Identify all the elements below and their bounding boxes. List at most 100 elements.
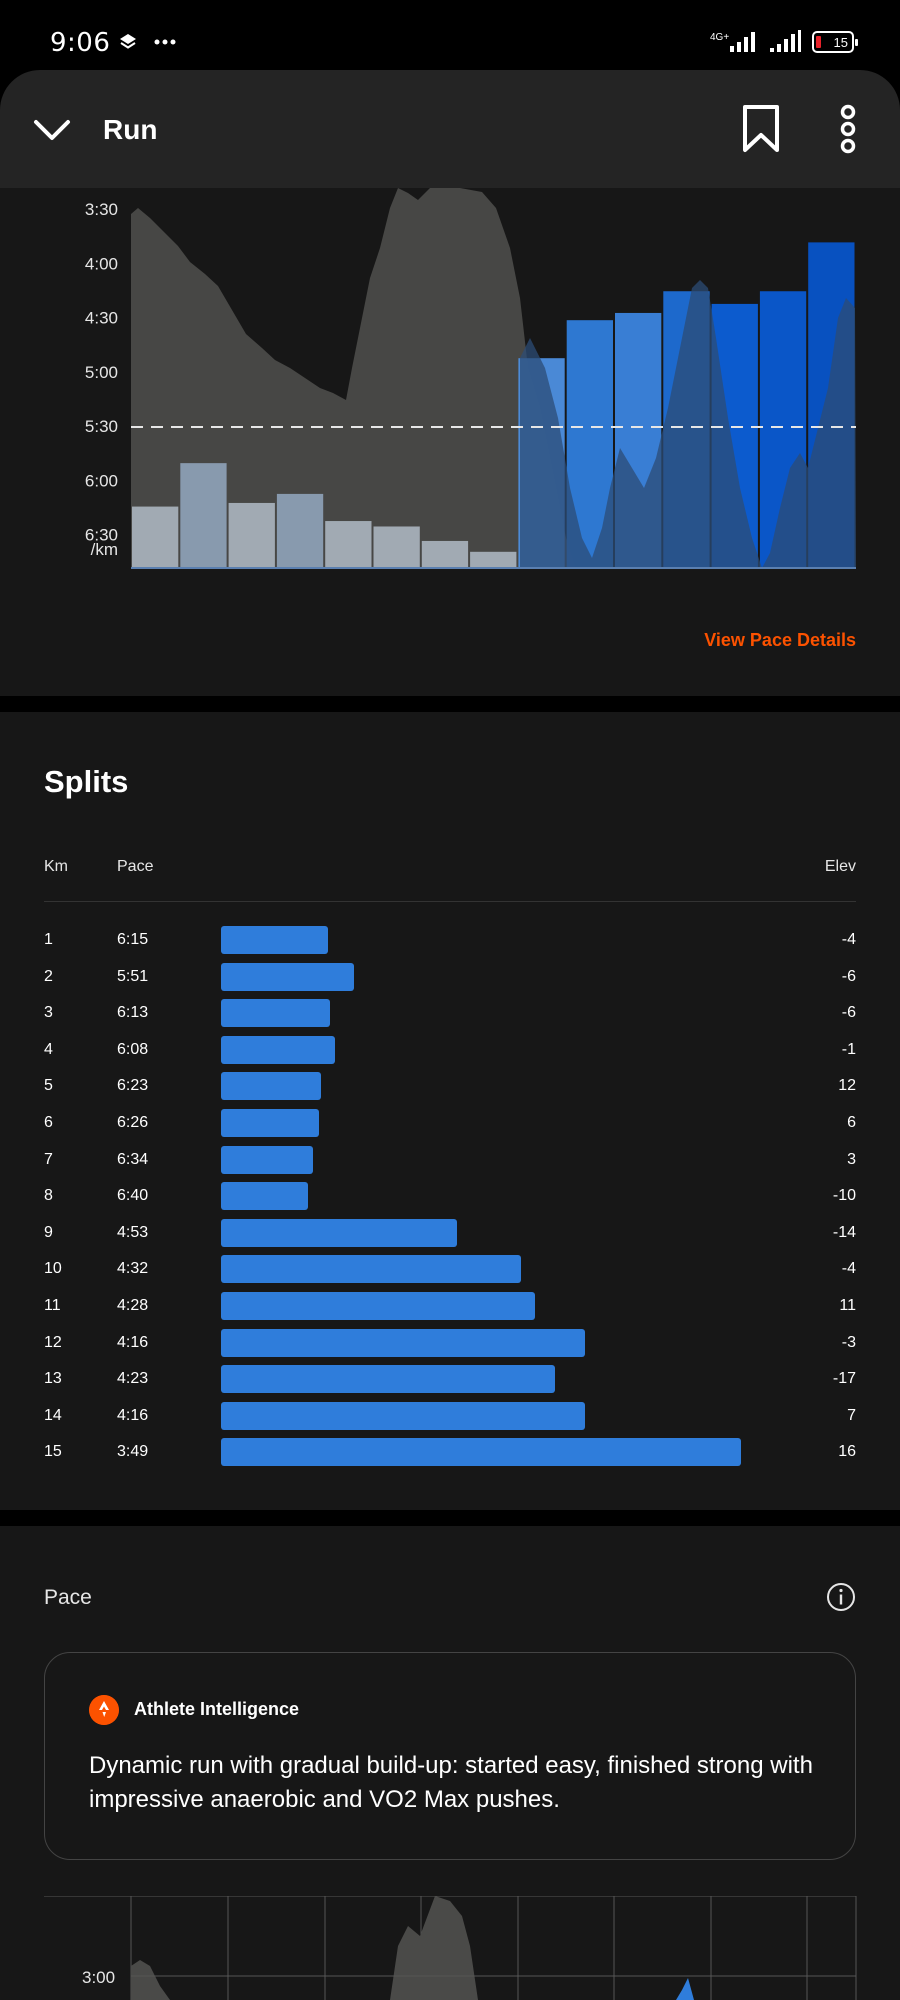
pace-bar-km-6[interactable]: [373, 526, 420, 568]
status-icons-left: [118, 32, 176, 52]
split-row[interactable]: 10 4:32 -4: [0, 1252, 900, 1289]
split-elev: -4: [841, 1260, 856, 1278]
split-elev: 3: [847, 1150, 856, 1168]
split-km: 6: [44, 1113, 53, 1131]
pace-bar-km-4[interactable]: [276, 493, 324, 568]
split-row[interactable]: 12 4:16 -3: [0, 1326, 900, 1363]
split-km: 8: [44, 1187, 53, 1205]
splits-list: 1 6:15 -4 2 5:51 -6 3 6:13 -6 4 6:08 -1 5 6:23 12 6 6:26…: [0, 923, 900, 1472]
split-pace-bar: [221, 1255, 521, 1284]
split-pace: 4:32: [117, 1260, 149, 1278]
pace-bar-km-1[interactable]: [132, 506, 179, 568]
split-pace: 6:15: [117, 931, 149, 948]
split-km: 12: [44, 1333, 62, 1351]
info-icon[interactable]: [826, 1582, 856, 1612]
split-km: 4: [44, 1040, 53, 1058]
split-pace: 6:13: [117, 1004, 149, 1022]
split-row[interactable]: 9 4:53 -14: [0, 1216, 900, 1253]
split-pace: 4:16: [117, 1406, 149, 1424]
split-pace-bar: [221, 1401, 585, 1430]
split-row[interactable]: 2 5:51 -6: [0, 960, 900, 997]
split-pace: 4:23: [117, 1370, 149, 1388]
more-horizontal-icon: [154, 39, 176, 45]
pace-bar-km-5[interactable]: [325, 521, 372, 568]
split-row[interactable]: 7 6:34 3: [0, 1143, 900, 1180]
view-pace-details-link[interactable]: View Pace Details: [704, 630, 856, 650]
signal-4g-icon: 4G+: [710, 32, 755, 52]
split-row[interactable]: 5 6:23 12: [0, 1069, 900, 1106]
split-row[interactable]: 1 6:15 -4: [0, 923, 900, 960]
split-pace: 6:34: [117, 1150, 149, 1168]
split-elev: -1: [841, 1040, 856, 1058]
split-km: 14: [44, 1406, 62, 1424]
pace-chart-section: 3:30 4:00 4:30 5:00 5:30 6:00 6:30/km View Pac…: [0, 188, 900, 696]
split-elev: -6: [841, 1004, 856, 1022]
split-elev: -10: [832, 1187, 856, 1205]
split-pace-bar: [221, 1365, 555, 1394]
split-row[interactable]: 4 6:08 -1: [0, 1033, 900, 1070]
split-elev: 16: [838, 1443, 856, 1461]
pace-bar-km-7[interactable]: [421, 540, 469, 568]
split-pace-bar: [221, 1072, 321, 1101]
split-pace: 6:26: [117, 1113, 149, 1131]
athlete-intelligence-summary: Dynamic run with gradual build-up: start…: [89, 1752, 813, 1813]
splits-section: Splits Km Pace Elev 1 6:15 -4 2 5:51 -6 3 6:13 -…: [0, 712, 900, 1510]
split-km: 1: [44, 931, 53, 948]
pace-axis-tick: 5:00: [85, 363, 118, 382]
split-km: 7: [44, 1150, 53, 1168]
split-km: 10: [44, 1260, 62, 1278]
split-row[interactable]: 14 4:16 7: [0, 1399, 900, 1436]
split-pace: 4:16: [117, 1333, 149, 1351]
bottom-chart-tick: 3:00: [82, 1968, 115, 1987]
status-icons-right: 4G+ 15: [710, 30, 858, 54]
bookmark-icon[interactable]: [740, 104, 782, 154]
km-header: Km: [44, 858, 68, 875]
split-pace: 5:51: [117, 967, 149, 985]
split-pace-bar: [221, 1218, 457, 1247]
pace-detail-chart[interactable]: 3:00: [0, 1896, 900, 2000]
pace-chart[interactable]: 3:30 4:00 4:30 5:00 5:30 6:00 6:30/km: [0, 188, 900, 608]
split-row[interactable]: 8 6:40 -10: [0, 1179, 900, 1216]
battery-level: 15: [833, 34, 848, 50]
split-row[interactable]: 13 4:23 -17: [0, 1362, 900, 1399]
split-pace-bar: [221, 1182, 308, 1211]
elevation-overlay: [520, 280, 856, 568]
athlete-intelligence-card[interactable]: Athlete Intelligence Dynamic run with gr…: [44, 1652, 856, 1860]
split-row[interactable]: 6 6:26 6: [0, 1106, 900, 1143]
split-km: 11: [44, 1296, 61, 1314]
elev-header: Elev: [824, 858, 856, 875]
split-pace-bar: [221, 1291, 535, 1320]
split-elev: -3: [841, 1333, 856, 1351]
split-km: 3: [44, 1004, 53, 1022]
pace-header: Pace: [117, 858, 154, 875]
pace-section-label: Pace: [44, 1586, 92, 1609]
split-elev: -14: [832, 1223, 856, 1241]
page-title: Run: [103, 114, 158, 145]
pace-bar-km-8[interactable]: [470, 551, 517, 568]
signal-icon: [770, 30, 801, 52]
split-pace: 4:53: [117, 1223, 149, 1241]
split-elev: -4: [841, 931, 856, 948]
split-km: 5: [44, 1077, 53, 1095]
chevron-down-icon[interactable]: [32, 110, 72, 150]
split-pace: 4:28: [117, 1296, 149, 1314]
pace-axis-tick: 6:30: [85, 526, 118, 545]
split-row[interactable]: 11 4:28 11: [0, 1289, 900, 1326]
split-row[interactable]: 3 6:13 -6: [0, 996, 900, 1033]
pace-bar-km-3[interactable]: [228, 502, 275, 568]
pace-axis-tick: 4:00: [85, 254, 118, 273]
more-vertical-icon[interactable]: [835, 104, 861, 154]
pace-axis-tick: 6:00: [85, 471, 118, 490]
elevation-area: [131, 188, 576, 568]
split-pace-bar: [221, 1438, 741, 1467]
athlete-intelligence-title: Athlete Intelligence: [134, 1699, 300, 1719]
split-row[interactable]: 15 3:49 16: [0, 1435, 900, 1472]
pace-analysis-section: Pace Athlete Intelligence Dynamic run wi…: [0, 1526, 900, 2000]
split-pace-bar: [221, 962, 354, 991]
split-pace: 3:49: [117, 1443, 149, 1461]
pace-axis-tick: 5:30: [85, 417, 118, 436]
pace-bar-km-2[interactable]: [180, 463, 227, 568]
pace-axis-tick: 4:30: [85, 309, 118, 328]
split-elev: 6: [847, 1113, 856, 1131]
pace-axis-tick: 3:30: [85, 200, 118, 219]
